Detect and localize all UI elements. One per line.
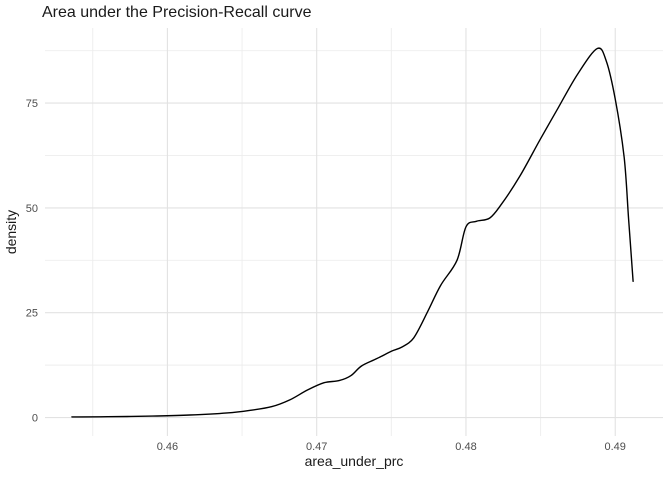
x-tick-label: 0.46 [157,441,178,453]
x-tick-label: 0.48 [455,441,476,453]
y-tick-label: 50 [26,203,38,215]
x-tick-label: 0.49 [604,441,625,453]
y-tick-label: 0 [32,413,38,425]
density-curve [71,47,634,418]
gridlines-major [45,28,663,436]
y-axis-title: density [3,210,19,254]
plot-title: Area under the Precision-Recall curve [42,4,312,21]
x-axis-title: area_under_prc [305,453,404,469]
x-axis-tick-labels: 0.46 0.47 0.48 0.49 [157,441,626,453]
y-axis-tick-labels: 0 25 50 75 [26,98,38,424]
gridlines-minor [45,28,663,436]
x-tick-label: 0.47 [306,441,327,453]
y-tick-label: 25 [26,308,38,320]
y-tick-label: 75 [26,98,38,110]
